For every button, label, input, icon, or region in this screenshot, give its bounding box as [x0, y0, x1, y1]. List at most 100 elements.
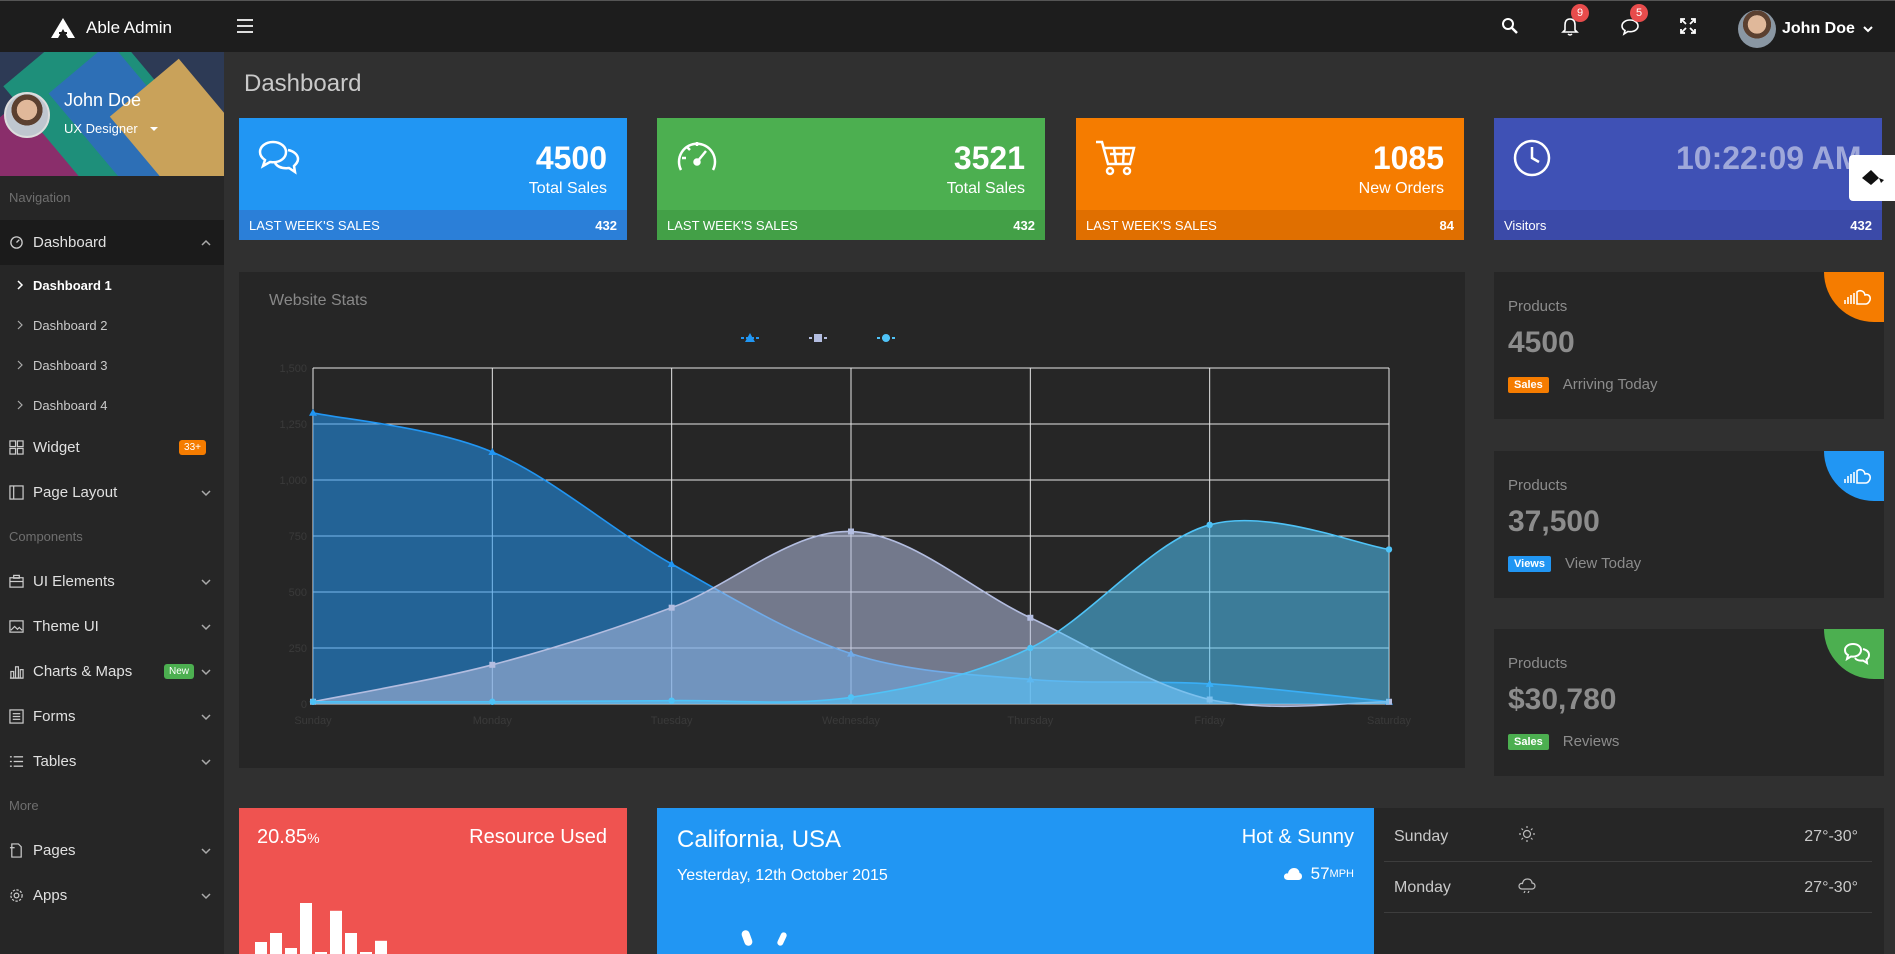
- weather-date: Yesterday, 12th October 2015: [677, 867, 888, 884]
- stat-value: 3521: [953, 140, 1025, 176]
- dashboard-icon: [10, 236, 23, 249]
- cart-icon: [1094, 138, 1138, 183]
- weather-wind-value: 57: [1310, 864, 1330, 883]
- sidebar-item-page-layout[interactable]: Page Layout: [0, 470, 224, 515]
- sidebar-item-label: UI Elements: [33, 573, 115, 590]
- stat-card-total-sales-2: 3521 Total Sales LAST WEEK'S SALES 432: [657, 118, 1045, 240]
- chevron-down-icon: [201, 847, 211, 854]
- product-badge: Views: [1508, 555, 1551, 572]
- messages-icon[interactable]: 5: [1620, 4, 1648, 42]
- y-tick-label: 1,500: [279, 363, 307, 375]
- chart-title: Website Stats: [269, 292, 368, 309]
- sidebar-item-charts-maps[interactable]: Charts & Maps New: [0, 649, 224, 694]
- y-tick-label: 250: [289, 643, 307, 655]
- fullscreen-icon[interactable]: [1679, 17, 1697, 40]
- stat-footer-value: 432: [595, 217, 617, 233]
- resource-bar-chart: [255, 903, 387, 954]
- sidebar-item-tables[interactable]: Tables: [0, 739, 224, 784]
- cloud-icon: [1518, 878, 1536, 894]
- sidebar-item-label: Apps: [33, 887, 68, 904]
- x-tick-label: Tuesday: [651, 715, 693, 727]
- menu-toggle-icon[interactable]: [237, 18, 255, 39]
- chevron-down-icon: [201, 758, 211, 765]
- theme-settings-toggle[interactable]: [1849, 155, 1895, 201]
- resource-bar: [375, 940, 387, 954]
- resource-title: Resource Used: [469, 826, 607, 848]
- x-tick-label: Sunday: [294, 715, 332, 727]
- sidebar-subitem-dashboard-1[interactable]: Dashboard 1: [0, 265, 224, 305]
- able-logo-icon: [51, 18, 75, 38]
- sidebar-item-widget[interactable]: Widget 33+: [0, 425, 224, 470]
- chevron-down-icon: [201, 892, 211, 899]
- profile-role-dropdown[interactable]: UX Designer: [64, 121, 159, 136]
- soundcloud-icon: [1844, 289, 1871, 305]
- data-point: [489, 698, 496, 705]
- sidebar-item-forms[interactable]: Forms: [0, 694, 224, 739]
- notifications-badge: 9: [1571, 4, 1589, 22]
- profile-name: John Doe: [64, 90, 142, 110]
- chevron-down-icon: [201, 489, 211, 496]
- charts-new-badge: New: [163, 664, 194, 679]
- product-label: Views View Today: [1508, 555, 1641, 572]
- paint-bucket-icon: [1862, 170, 1884, 185]
- stat-label: Total Sales: [946, 180, 1025, 197]
- product-label: Sales Arriving Today: [1508, 376, 1658, 393]
- sidebar-item-ui-elements[interactable]: UI Elements: [0, 559, 224, 604]
- sidebar-item-apps[interactable]: Apps: [0, 873, 224, 918]
- top-navbar: Able Admin 9 5 John Doe: [0, 0, 1895, 52]
- page-title: Dashboard: [244, 70, 362, 97]
- sidebar: John Doe UX Designer Navigation Dashboar…: [0, 52, 224, 954]
- data-point: [848, 528, 854, 535]
- sidebar-subitem-dashboard-3[interactable]: Dashboard 3: [0, 345, 224, 385]
- visitors-clock: 10:22:09 AM: [1676, 140, 1862, 176]
- sidebar-heading-components: Components: [9, 529, 83, 544]
- sidebar-item-pages[interactable]: Pages: [0, 828, 224, 873]
- user-name: John Doe: [1782, 20, 1855, 37]
- product-card-sales: Products 4500 Sales Arriving Today: [1494, 272, 1884, 419]
- data-point: [668, 697, 675, 704]
- stat-footer-value: 432: [1013, 217, 1035, 233]
- sidebar-item-theme-ui[interactable]: Theme UI: [0, 604, 224, 649]
- messages-badge: 5: [1630, 4, 1648, 22]
- website-stats-panel: Website Stats 0 250 500 750 1,000 1,250 1,500 S…: [239, 272, 1465, 768]
- brand-name: Able Admin: [86, 18, 172, 37]
- soundcloud-icon: [1844, 468, 1871, 484]
- chevron-right-icon: [17, 280, 24, 290]
- sidebar-item-label: Charts & Maps: [33, 663, 133, 680]
- sidebar-heading-more: More: [9, 798, 39, 813]
- profile-avatar: [4, 92, 50, 138]
- chevron-up-icon: [201, 239, 211, 246]
- user-menu[interactable]: John Doe: [1738, 10, 1874, 48]
- search-icon[interactable]: [1501, 17, 1519, 40]
- forecast-row: Monday 27°-30°: [1384, 863, 1872, 913]
- weather-city: California, USA: [677, 826, 842, 853]
- forecast-row: Sunday 27°-30°: [1384, 812, 1872, 862]
- data-point: [1027, 614, 1034, 621]
- product-badge: Sales: [1508, 733, 1549, 750]
- chevron-down-icon: [201, 713, 211, 720]
- list-icon: [9, 756, 24, 767]
- series-area: [313, 520, 1389, 704]
- notifications-bell-icon[interactable]: 9: [1561, 4, 1589, 42]
- stat-label: New Orders: [1358, 180, 1444, 197]
- chevron-down-icon: [201, 623, 211, 630]
- data-point: [847, 694, 855, 701]
- sidebar-item-label: Page Layout: [33, 484, 118, 501]
- stat-footer: LAST WEEK'S SALES 432: [239, 210, 627, 240]
- forecast-panel: Sunday 27°-30° Monday 27°-30°: [1374, 808, 1884, 954]
- resource-bar: [315, 952, 327, 954]
- sidebar-subitem-dashboard-4[interactable]: Dashboard 4: [0, 385, 224, 425]
- x-tick-label: Saturday: [1367, 715, 1412, 727]
- forecast-day: Sunday: [1394, 827, 1449, 845]
- legend-symbol: [745, 333, 755, 342]
- sidebar-subitem-dashboard-2[interactable]: Dashboard 2: [0, 305, 224, 345]
- data-point: [668, 604, 675, 611]
- grid-icon: [9, 440, 24, 455]
- x-tick-label: Monday: [473, 715, 513, 727]
- sidebar-item-dashboard[interactable]: Dashboard: [0, 220, 224, 265]
- sidebar-item-label: Forms: [33, 708, 76, 725]
- brand[interactable]: Able Admin: [50, 17, 172, 39]
- weather-condition: Hot & Sunny: [1241, 826, 1354, 848]
- product-value: $30,780: [1508, 683, 1617, 716]
- image-icon: [9, 620, 24, 633]
